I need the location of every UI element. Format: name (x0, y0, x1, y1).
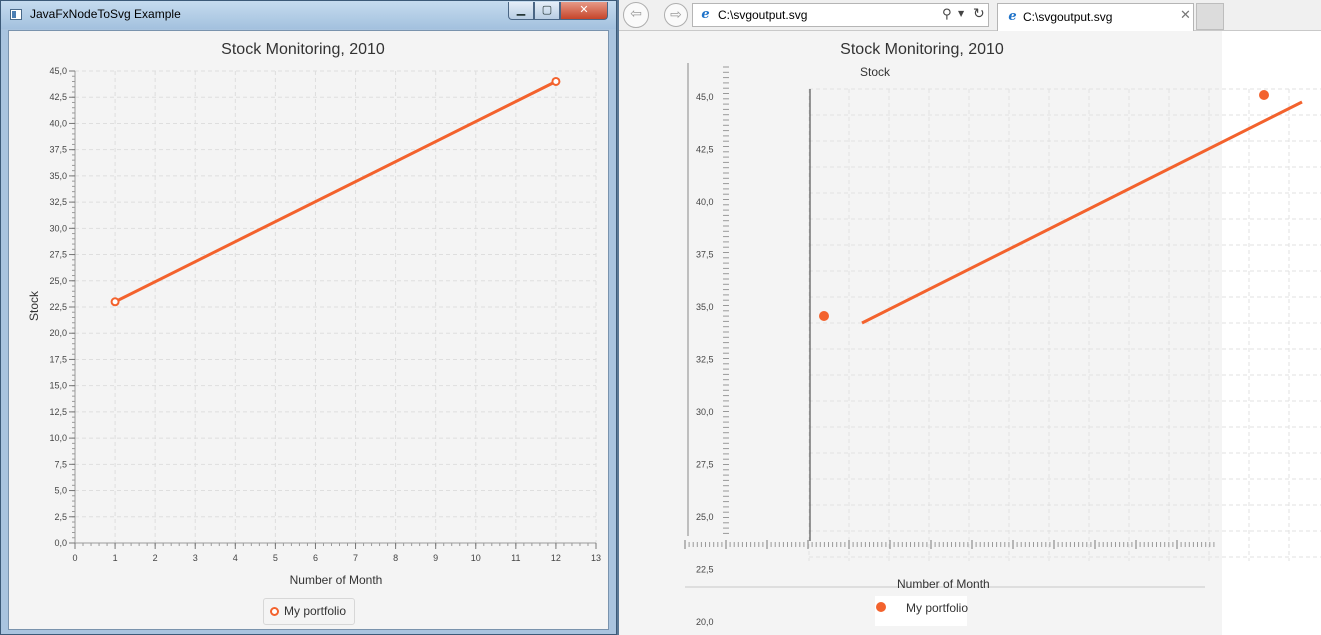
x-tick-label: 13 (591, 553, 601, 563)
svg-legend-label: My portfolio (906, 601, 968, 615)
svg-y-tick-label: 25,0 (696, 512, 714, 522)
svg-series-line (861, 100, 1303, 325)
svg-series (819, 90, 1303, 325)
x-tick-label: 4 (233, 553, 238, 563)
svg-axis-label-month: Number of Month (897, 577, 990, 591)
y-tick-label: 27,5 (49, 250, 67, 260)
browser-toolbar: ⇦ ⇨ e C:\svgoutput.svg ⚲ ▼ ↻ e C:\svgout… (619, 0, 1321, 31)
close-icon[interactable]: ✕ (1180, 8, 1191, 23)
y-tick-label: 22,5 (49, 302, 67, 312)
legend-label: My portfolio (284, 604, 347, 618)
browser-window: ⇦ ⇨ e C:\svgoutput.svg ⚲ ▼ ↻ e C:\svgout… (619, 0, 1321, 635)
address-bar[interactable]: e C:\svgoutput.svg ⚲ ▼ ↻ (692, 3, 989, 27)
y-tick-label: 0,0 (54, 538, 67, 548)
y-tick-label: 25,0 (49, 276, 67, 286)
ie-page-icon: e (701, 7, 710, 22)
x-tick-label: 11 (511, 553, 520, 563)
svg-chart-title: Stock Monitoring, 2010 (840, 41, 1004, 58)
forward-button[interactable]: ⇨ (664, 3, 688, 27)
svg-y-tick-label: 35,0 (696, 302, 714, 312)
ie-tab-icon: e (1008, 9, 1017, 24)
y-tick-label: 32,5 (49, 197, 67, 207)
tab-title: C:\svgoutput.svg (1023, 10, 1113, 24)
new-tab-button[interactable] (1196, 3, 1224, 30)
svg-y-tick-label: 40,0 (696, 197, 714, 207)
chart-series (110, 76, 561, 307)
y-tick-label: 35,0 (49, 171, 67, 181)
y-tick-label: 7,5 (54, 459, 67, 469)
y-tick-label: 20,0 (49, 328, 67, 338)
x-tick-label: 0 (72, 553, 77, 563)
x-tick-label: 12 (551, 553, 561, 563)
svg-y-tick-label: 45,0 (696, 92, 714, 102)
svg-y-tick-label: 32,5 (696, 355, 714, 365)
rendered-svg-output: 45,0 42,5 40,0 37,5 35,0 32,5 30,0 27,5 25,0 22,5… (619, 31, 1321, 635)
line-chart: Stock Monitoring, 2010 0,0 2,5 5,0 7,5 10,0 1… (27, 41, 601, 587)
chart-axes: 0,0 2,5 5,0 7,5 10,0 12,5 15,0 17,5 20,0 22,5 25,0… (49, 66, 601, 563)
x-tick-label: 9 (433, 553, 438, 563)
y-tick-label: 37,5 (49, 145, 67, 155)
svg-grid (808, 88, 1321, 561)
search-icon[interactable]: ⚲ (942, 7, 952, 22)
minimize-button[interactable]: ▁ (508, 2, 534, 20)
chart-legend: My portfolio (263, 598, 355, 625)
refresh-icon[interactable]: ↻ (973, 6, 985, 22)
javafx-scene: Stock Monitoring, 2010 0,0 2,5 5,0 7,5 10,0 1… (8, 30, 609, 630)
y-tick-label: 17,5 (49, 354, 67, 364)
y-tick-label: 40,0 (49, 118, 67, 128)
y-tick-label: 45,0 (49, 66, 67, 76)
javafx-window: JavaFxNodeToSvg Example ▁ ▢ ✕ Stock Moni… (0, 0, 617, 635)
chart-grid (74, 70, 597, 544)
svg-data-point (1259, 90, 1269, 100)
x-tick-label: 3 (193, 553, 198, 563)
svg-data-point (819, 311, 829, 321)
y-tick-label: 15,0 (49, 381, 67, 391)
svg-axis-label-stock: Stock (860, 65, 891, 79)
back-button[interactable]: ⇦ (623, 2, 649, 28)
y-tick-label: 5,0 (54, 486, 67, 496)
series-line (114, 80, 557, 304)
svg-y-tick-label: 27,5 (696, 460, 714, 470)
data-point (551, 76, 561, 86)
svg-background (619, 31, 1222, 635)
browser-tab[interactable]: e C:\svgoutput.svg ✕ (997, 3, 1194, 31)
x-tick-label: 6 (313, 553, 318, 563)
svg-y-tick-label: 37,5 (696, 250, 714, 260)
svg-legend-symbol (876, 602, 886, 612)
chevron-down-icon[interactable]: ▼ (958, 9, 965, 18)
data-point (110, 297, 120, 307)
x-tick-label: 8 (393, 553, 398, 563)
y-axis-label: Stock (27, 290, 41, 321)
svg-y-tick-label: 42,5 (696, 145, 714, 155)
x-tick-label: 10 (471, 553, 481, 563)
svg-y-tick-label: 22,5 (696, 565, 714, 575)
maximize-button[interactable]: ▢ (534, 2, 560, 20)
x-tick-label: 2 (153, 553, 158, 563)
browser-content: 45,0 42,5 40,0 37,5 35,0 32,5 30,0 27,5 25,0 22,5… (619, 31, 1321, 635)
x-tick-label: 7 (353, 553, 358, 563)
close-button[interactable]: ✕ (560, 2, 608, 20)
svg-y-tick-label: 20,0 (696, 617, 714, 627)
y-tick-label: 10,0 (49, 433, 67, 443)
address-text[interactable]: C:\svgoutput.svg (718, 8, 808, 22)
legend-series-symbol (270, 607, 279, 616)
window-titlebar[interactable]: JavaFxNodeToSvg Example ▁ ▢ ✕ (1, 1, 616, 29)
window-title: JavaFxNodeToSvg Example (30, 7, 181, 21)
x-tick-label: 5 (273, 553, 278, 563)
x-axis-label: Number of Month (290, 573, 383, 587)
svg-axes: 45,0 42,5 40,0 37,5 35,0 32,5 30,0 27,5 25,0 22,5… (684, 63, 1215, 627)
y-tick-label: 30,0 (49, 223, 67, 233)
x-tick-label: 1 (113, 553, 118, 563)
y-tick-label: 12,5 (49, 407, 67, 417)
y-tick-label: 42,5 (49, 92, 67, 102)
chart-title: Stock Monitoring, 2010 (221, 41, 385, 58)
y-tick-label: 2,5 (54, 512, 67, 522)
app-window-icon (10, 9, 22, 20)
svg-y-tick-label: 30,0 (696, 407, 714, 417)
svg-legend-box (875, 596, 967, 626)
